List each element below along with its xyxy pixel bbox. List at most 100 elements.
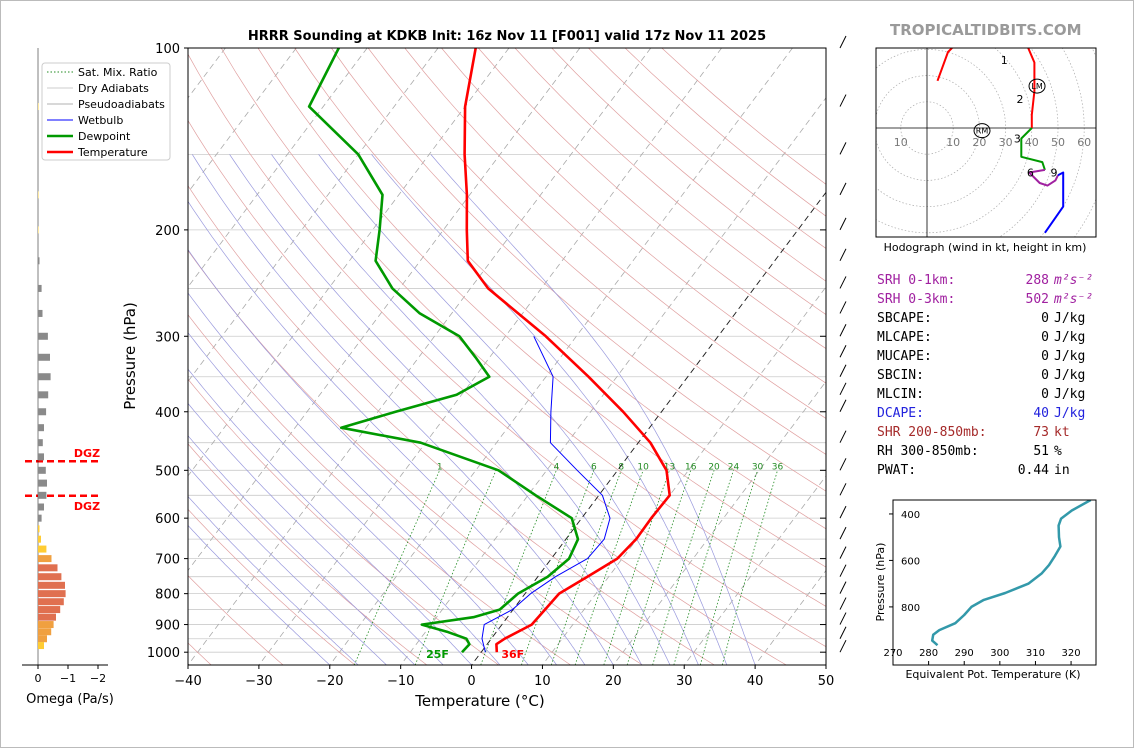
theta-e-frame: [892, 499, 1097, 666]
x-tick-label: 0: [467, 674, 475, 689]
dry-adiabat: [188, 53, 826, 648]
mixing-ratio-line: [699, 470, 758, 665]
dry-adiabat: [257, 48, 826, 568]
dry-adiabat: [220, 48, 826, 607]
mixing-ratio-line: [652, 470, 715, 665]
legend-label: Pseudoadiabats: [78, 98, 165, 111]
theta-e-x-label: Equivalent Pot. Temperature (K): [905, 668, 1080, 681]
mixing-ratio-label: 1: [437, 462, 443, 472]
wind-barb: [839, 324, 847, 337]
mixing-ratio-label: 20: [708, 462, 720, 472]
hodograph-ring-label: 30: [999, 136, 1013, 149]
hodograph-height-label: 9: [1051, 167, 1058, 180]
mixing-ratio-label: 36: [772, 462, 784, 472]
param-value: 0.44: [1017, 463, 1049, 478]
omega-bar: [38, 545, 47, 553]
omega-bar: [38, 226, 39, 234]
dry-adiabat: [404, 48, 826, 419]
y-tick-label: 800: [155, 588, 180, 603]
dry-adiabat: [514, 48, 826, 316]
dry-adiabat: [331, 48, 826, 492]
omega-bar: [38, 466, 46, 474]
mixing-ratio-line: [721, 470, 778, 665]
mixing-ratio-line: [550, 470, 622, 665]
wind-barb: [839, 612, 847, 625]
mixing-ratio-line: [353, 470, 441, 665]
wind-barb: [839, 248, 847, 262]
dry-adiabat: [367, 48, 826, 455]
legend-label: Sat. Mix. Ratio: [78, 66, 158, 79]
theta-e-x-tick-label: 320: [1062, 648, 1081, 659]
legend-label: Dry Adiabats: [78, 82, 149, 95]
hodograph-ring: [691, 0, 1134, 364]
omega-bar: [38, 191, 39, 199]
pseudoadiabat: [188, 249, 557, 665]
hodograph-caption: Hodograph (wind in kt, height in km): [884, 241, 1087, 254]
theta-e-trace-group: [930, 500, 1092, 647]
dry-adiabat: [294, 48, 826, 530]
surface-temp-label: 25F: [426, 648, 449, 661]
wind-barb: [839, 399, 847, 412]
omega-bar: [38, 628, 52, 636]
hodograph-ring-label: 10: [894, 136, 908, 149]
param-label: MUCAPE:: [877, 349, 932, 364]
isotherm: [329, 48, 793, 665]
wind-barb: [839, 581, 847, 594]
wind-barb: [839, 217, 847, 231]
y-tick-label: 900: [155, 619, 180, 634]
param-value: 502: [1025, 292, 1049, 307]
omega-bar: [38, 391, 49, 399]
omega-bar: [38, 525, 40, 533]
dry-adiabat: [188, 508, 356, 665]
omega-bar: [38, 373, 51, 381]
x-tick-label: 50: [818, 674, 835, 689]
wind-barb: [839, 94, 847, 107]
param-label: PWAT:: [877, 463, 917, 478]
hodograph-frame: [875, 47, 1097, 238]
omega-bar: [38, 598, 64, 606]
hodograph-height-label: 2: [1016, 93, 1023, 106]
skewt-profiles: [307, 48, 671, 654]
wind-barb: [839, 382, 847, 396]
param-value: 0: [1041, 387, 1049, 402]
hodograph-height-label: 1: [1001, 54, 1008, 67]
omega-bar: [38, 635, 47, 643]
omega-bar: [38, 642, 44, 650]
omega-bar: [38, 479, 47, 487]
dry-adiabat: [441, 48, 826, 384]
pseudoadiabat: [188, 368, 472, 665]
mixing-ratio-line: [480, 470, 557, 665]
param-unit: %: [1054, 444, 1062, 459]
dry-adiabat: [478, 48, 826, 350]
wind-barb: [839, 430, 847, 443]
mixing-ratio-label: 6: [591, 462, 597, 472]
hodograph-segment: [1020, 127, 1046, 171]
omega-bar: [38, 606, 61, 614]
param-label: SBCAPE:: [877, 311, 932, 326]
brand-label: TROPICALTIDBITS.COM: [890, 21, 1082, 39]
omega-tick-label: 0: [35, 672, 42, 685]
isotherm: [188, 48, 439, 383]
x-tick-label: 30: [676, 674, 693, 689]
mixing-ratio-label: 30: [752, 462, 764, 472]
theta-e-x-tick-label: 290: [955, 648, 974, 659]
chart-title: HRRR Sounding at KDKB Init: 16z Nov 11 […: [248, 29, 766, 44]
pseudoadiabat: [188, 524, 331, 665]
omega-bar: [38, 103, 39, 111]
storm-motion-marker: [1028, 78, 1046, 94]
profile-temperature: [463, 48, 671, 653]
profile-wetbulb: [481, 336, 611, 653]
param-label: SRH 0-1km:: [877, 273, 956, 288]
mixing-ratio-label: 4: [554, 462, 560, 472]
mixing-ratio-label: 13: [664, 462, 675, 472]
omega-bar: [38, 353, 50, 361]
omega-bar: [38, 514, 42, 522]
mixing-ratio-label: 10: [637, 462, 649, 472]
theta-e-x-tick-label: 300: [990, 648, 1009, 659]
y-tick-label: 200: [155, 224, 180, 239]
wind-barb: [839, 182, 847, 196]
param-unit: kt: [1054, 425, 1070, 440]
wind-barb: [839, 142, 847, 155]
param-label: DCAPE:: [877, 406, 924, 421]
param-label: MLCIN:: [877, 387, 924, 402]
